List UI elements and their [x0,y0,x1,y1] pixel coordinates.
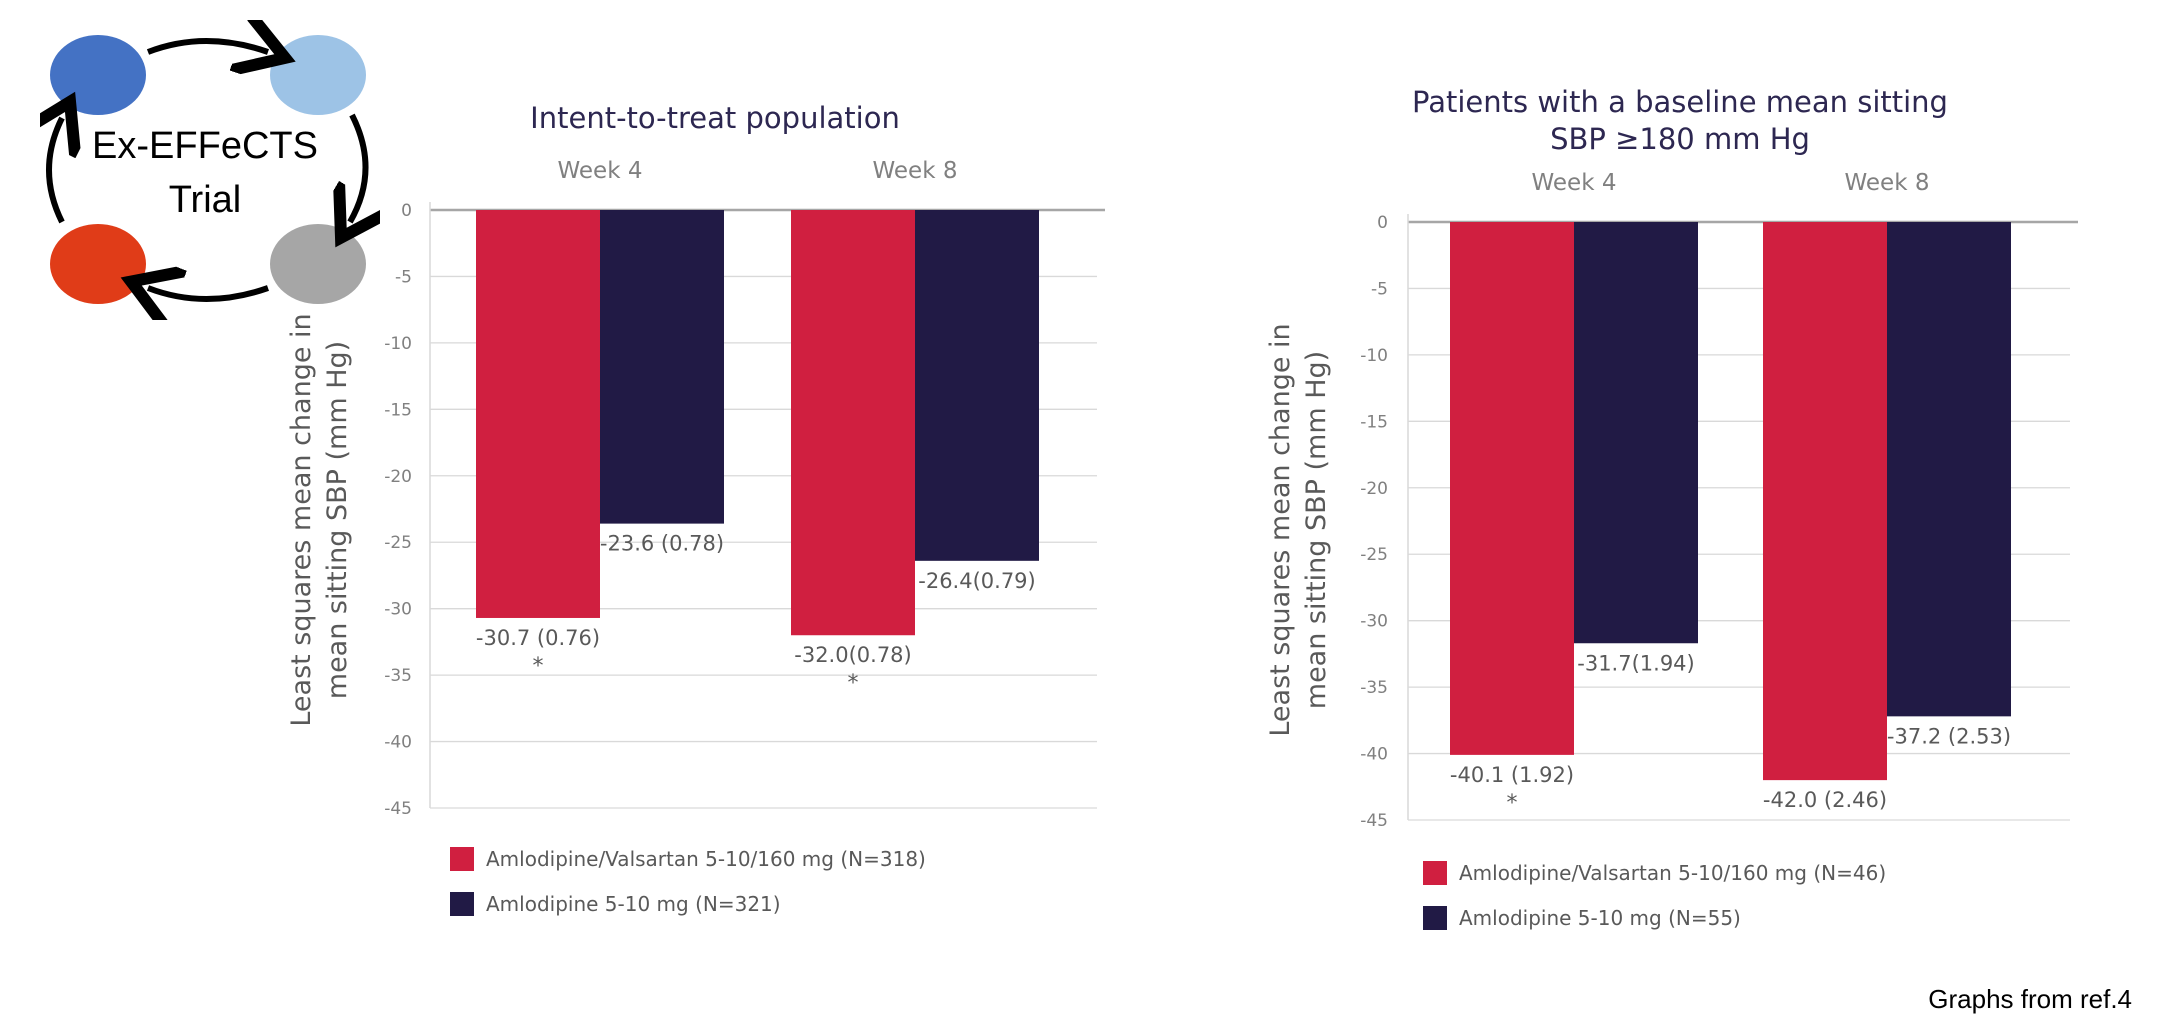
bar [915,210,1039,561]
significance-asterisk: * [1507,791,1518,816]
y-tick-label: -30 [384,600,412,620]
chart-legend: Amlodipine/Valsartan 5-10/160 mg (N=46) … [1423,850,1886,940]
y-tick-label: -5 [395,267,412,287]
y-tick-label: -25 [384,533,412,553]
legend-label-combo: Amlodipine/Valsartan 5-10/160 mg (N=46) [1459,860,1887,885]
chart-title: Intent-to-treat population [530,101,900,135]
y-tick-label: -40 [1360,745,1388,765]
data-label: -26.4(0.79) [918,569,1035,593]
legend-item-mono: Amlodipine 5-10 mg (N=55) [1423,895,1886,940]
legend-swatch-mono [1423,905,1447,930]
y-tick-label: 0 [401,201,412,221]
bar [1574,222,1698,644]
y-tick-label: -45 [384,799,412,819]
legend-swatch-mono [450,891,474,916]
y-tick-label: -5 [1371,279,1388,299]
y-tick-label: -40 [384,733,412,753]
logo-arrow-left [49,118,62,224]
bar [476,210,600,618]
data-label: -37.2 (2.53) [1887,724,2011,748]
y-tick-label: -15 [384,400,412,420]
x-category-label: Week 4 [558,158,643,184]
logo-title-line1: Ex-EFFeCTS [92,125,318,167]
x-category-label: Week 4 [1532,170,1617,196]
bar [1450,222,1574,755]
data-label: -30.7 (0.76) [476,626,600,650]
bar [600,210,724,524]
bar [1763,222,1887,781]
y-tick-label: -20 [384,467,412,487]
logo-arrow-top [146,41,268,52]
y-tick-label: -15 [1360,412,1388,432]
y-axis-label: mean sitting SBP (mm Hg) [1301,351,1332,709]
legend-item-mono: Amlodipine 5-10 mg (N=321) [450,881,926,926]
logo-arrow-right [350,113,366,222]
legend-swatch-combo [450,846,474,871]
significance-asterisk: * [848,671,859,696]
y-tick-label: -35 [1360,678,1388,698]
logo-arrow-bottom [148,288,269,299]
y-tick-label: 0 [1377,213,1388,233]
legend-item-combo: Amlodipine/Valsartan 5-10/160 mg (N=318) [450,836,926,881]
y-tick-label: -35 [384,666,412,686]
footnote-source: Graphs from ref.4 [1928,984,2132,1014]
y-tick-label: -45 [1360,811,1388,831]
legend-label-mono: Amlodipine 5-10 mg (N=321) [486,891,781,916]
legend-label-mono: Amlodipine 5-10 mg (N=55) [1459,905,1741,930]
data-label: -31.7(1.94) [1577,651,1694,675]
bar [791,210,915,636]
chart-title: Patients with a baseline mean sitting SB… [1412,85,1948,156]
y-tick-label: -30 [1360,612,1388,632]
legend-item-combo: Amlodipine/Valsartan 5-10/160 mg (N=46) [1423,850,1886,895]
logo-title-line2: Trial [169,179,241,221]
data-label: -32.0(0.78) [794,643,911,667]
y-axis-label: Least squares mean change in [1265,323,1296,736]
data-label: -40.1 (1.92) [1450,763,1574,787]
x-category-label: Week 8 [1845,170,1930,196]
ex-effects-trial-logo: Ex-EFFeCTS Trial [40,20,380,320]
y-axis-label: Least squares mean change in [286,313,317,726]
y-axis-label: mean sitting SBP (mm Hg) [322,341,353,699]
y-tick-label: -25 [1360,545,1388,565]
y-tick-label: -20 [1360,479,1388,499]
data-label: -23.6 (0.78) [600,532,724,556]
x-category-label: Week 8 [873,158,958,184]
legend-label-combo: Amlodipine/Valsartan 5-10/160 mg (N=318) [486,846,926,871]
y-tick-label: -10 [1360,346,1388,366]
chart-legend: Amlodipine/Valsartan 5-10/160 mg (N=318)… [450,836,926,926]
bar [1887,222,2011,717]
data-label: -42.0 (2.46) [1763,788,1887,812]
significance-asterisk: * [533,654,544,679]
y-tick-label: -10 [384,334,412,354]
legend-swatch-combo [1423,860,1447,885]
